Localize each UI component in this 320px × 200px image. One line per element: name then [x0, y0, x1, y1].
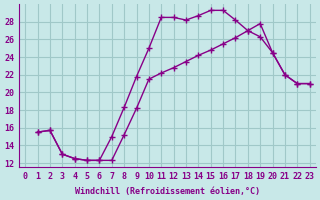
X-axis label: Windchill (Refroidissement éolien,°C): Windchill (Refroidissement éolien,°C) [75, 187, 260, 196]
